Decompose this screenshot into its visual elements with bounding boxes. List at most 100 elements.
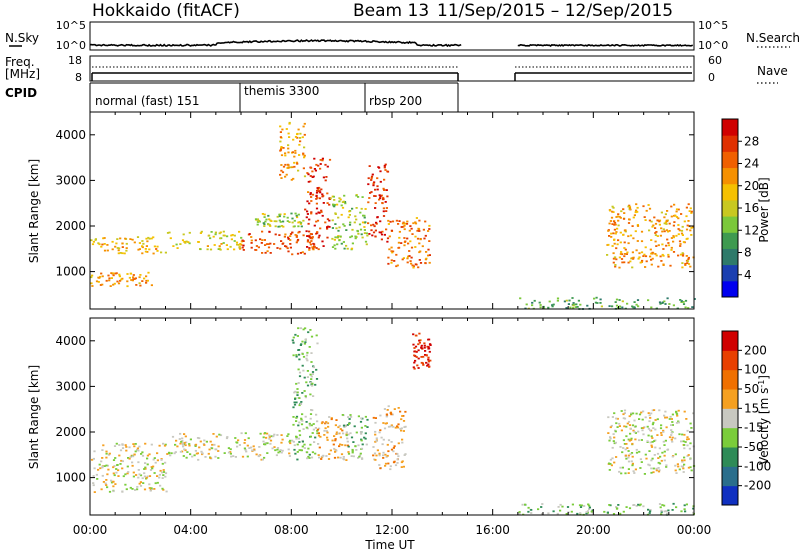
vel-marks-cell	[527, 506, 530, 509]
vel-marks-cell	[351, 448, 354, 451]
power-marks-cell	[408, 229, 411, 232]
vel-marks-cell	[301, 445, 304, 448]
vel-marks-cell	[148, 483, 151, 486]
power-marks-cell	[428, 240, 431, 242]
vel-marks-cell	[664, 439, 667, 442]
vel-marks-cell	[630, 412, 633, 415]
vel-marks-cell	[303, 390, 306, 392]
vel-marks-cell	[641, 418, 644, 421]
vel-marks-cell	[374, 421, 377, 424]
vel-marks-cell	[659, 506, 662, 509]
vel-marks-cell	[175, 439, 178, 442]
vel-marks-cell	[126, 472, 129, 475]
power-marks-cell	[108, 279, 111, 282]
power-marks-cell	[315, 191, 319, 194]
vel-marks-cell	[141, 451, 144, 454]
power-marks-cell	[291, 253, 294, 256]
vel-marks-cell	[360, 432, 363, 435]
colorbar-step	[722, 135, 738, 152]
power-marks-cell	[619, 241, 622, 244]
vel-marks-cell	[385, 415, 388, 418]
power-marks-cell	[613, 242, 616, 245]
power-marks-cell	[237, 244, 240, 246]
vel-marks-cell	[659, 427, 663, 430]
vel-marks-cell	[615, 507, 619, 510]
power-marks-cell	[662, 254, 665, 257]
power-marks-cell	[621, 300, 624, 303]
vel-marks-cell	[146, 475, 149, 478]
power-marks-cell	[268, 218, 271, 221]
vel-marks-cell	[675, 506, 678, 509]
vel-marks-cell	[137, 476, 140, 479]
x-axis: 00:00 04:00 08:00 12:00 16:00 20:00 00:00	[73, 112, 711, 537]
vel-marks-cell	[657, 461, 660, 464]
vel-marks-cell	[427, 358, 430, 361]
power-marks-cell	[612, 257, 615, 260]
power-marks-cell	[303, 146, 306, 149]
power-marks-cell	[382, 207, 385, 210]
vel-marks-cell	[291, 439, 294, 442]
vel-marks-cell	[101, 466, 104, 469]
power-marks-cell	[414, 246, 417, 248]
power-marks-cell	[634, 230, 637, 233]
power-marks-cell	[424, 258, 427, 261]
vel-marks-cell	[296, 394, 299, 396]
power-marks-cell	[637, 305, 640, 308]
power-marks-cell	[675, 234, 678, 237]
vel-marks-cell	[390, 448, 394, 451]
vel-marks-cell	[683, 410, 686, 413]
vel-marks-cell	[150, 487, 153, 490]
vel-marks-cell	[113, 474, 116, 477]
power-marks-cell	[95, 280, 99, 283]
vel-marks-cell	[296, 388, 299, 390]
vel-marks-cell	[302, 328, 305, 331]
vel-marks-cell	[219, 434, 223, 437]
power-marks-cell	[383, 233, 386, 236]
vel-marks-cell	[306, 384, 310, 387]
vel-marks-cell	[683, 433, 686, 436]
vel-marks-cell	[428, 338, 431, 341]
vel-marks-cell	[624, 448, 627, 451]
vel-marks-cell	[353, 425, 356, 428]
vel-marks-cell	[660, 424, 663, 427]
vel-marks-cell	[565, 513, 568, 515]
vel-marks-cell	[300, 401, 303, 403]
vel-marks-cell	[150, 466, 153, 468]
vel-marks-cell	[346, 444, 349, 447]
vel-marks-cell	[310, 383, 313, 386]
vel-marks-cell	[627, 468, 630, 470]
vel-marks-cell	[179, 450, 182, 453]
power-marks-cell	[310, 196, 313, 198]
vel-marks-cell	[397, 423, 400, 426]
power-marks-cell	[636, 211, 639, 213]
vel-marks-cell	[189, 438, 192, 441]
vel-marks-cell	[402, 465, 405, 468]
power-marks-cell	[296, 133, 299, 136]
vel-marks-cell	[663, 459, 666, 462]
vel-marks-cell	[276, 434, 279, 436]
power-marks-cell	[403, 228, 406, 231]
power-marks-cell	[428, 261, 431, 264]
vel-marks-cell	[617, 504, 620, 506]
power-marks-cell	[408, 255, 411, 257]
power-marks-cell	[282, 147, 285, 149]
vel-marks-cell	[670, 424, 673, 426]
power-marks-cell	[280, 169, 283, 172]
vel-marks-cell	[230, 455, 233, 458]
vel-marks-cell	[547, 512, 550, 515]
power-marks-cell	[300, 221, 303, 224]
vel-marks-cell	[374, 459, 377, 461]
power-marks-cell	[572, 302, 575, 304]
vel-marks-cell	[226, 436, 229, 438]
vel-marks-cell	[298, 404, 301, 407]
vel-marks-cell	[372, 446, 375, 448]
vel-marks-cell	[324, 427, 327, 430]
power-marks-cell	[406, 220, 409, 223]
power-marks-cell	[403, 237, 406, 239]
vel-marks-cell	[136, 486, 139, 488]
vel-marks-cell	[521, 503, 524, 506]
power-marks-cell	[365, 243, 368, 246]
power-marks-cell	[354, 235, 357, 238]
power-marks-cell	[333, 205, 336, 208]
